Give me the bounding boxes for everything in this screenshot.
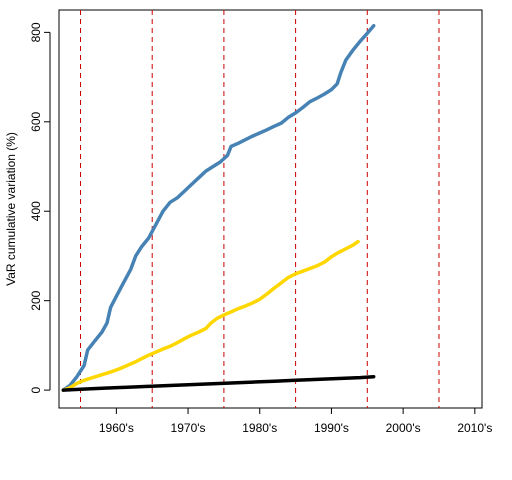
- decade-lines: [80, 10, 440, 408]
- x-tick-label: 1990's: [314, 421, 349, 435]
- series-lines: [61, 23, 376, 392]
- x-tick-label: 1970's: [171, 421, 206, 435]
- y-tick-label: 400: [29, 201, 43, 221]
- x-tick-label: 1960's: [99, 421, 134, 435]
- y-tick-label: 600: [29, 111, 43, 131]
- y-tick-label: 800: [29, 22, 43, 42]
- plot-frame: [58, 9, 483, 409]
- y-tick-label: 200: [29, 290, 43, 310]
- series-line-3: [61, 374, 376, 392]
- series-line-2: [61, 239, 360, 392]
- x-axis: 1960's 1970's 1980's 1990's 2000's 2010's: [99, 408, 492, 435]
- series-line-1: [61, 23, 376, 392]
- y-axis-title: VaR cumulative variation (%): [4, 132, 18, 286]
- x-tick-label: 2000's: [386, 421, 421, 435]
- y-tick-label: 0: [29, 386, 43, 393]
- x-tick-label: 2010's: [457, 421, 492, 435]
- x-tick-label: 1980's: [242, 421, 277, 435]
- y-axis: 0 200 400 600 800: [29, 22, 51, 393]
